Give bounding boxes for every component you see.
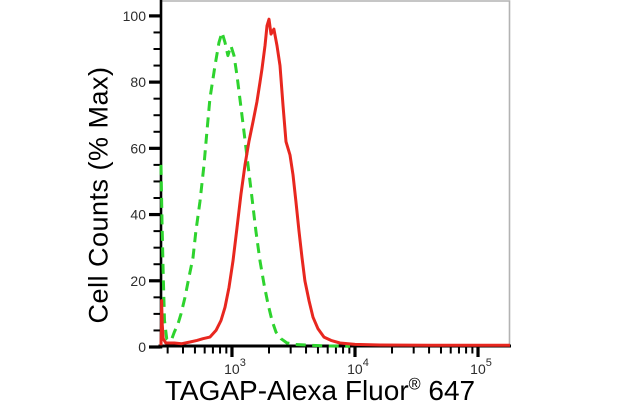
y-axis-title: Cell Counts (% Max): [83, 66, 114, 324]
y-tick-label: 60: [130, 140, 146, 156]
x-axis-title-tail: 647: [420, 375, 476, 406]
x-tick-label: 103: [224, 357, 246, 377]
x-axis-title: TAGAP-Alexa Fluor® 647: [90, 375, 550, 407]
plot-frame: [160, 0, 511, 347]
y-tick-label: 0: [138, 339, 146, 355]
y-tick-label: 80: [130, 74, 146, 90]
green-dashed-histogram-curve: [159, 30, 351, 348]
histogram-curves: [159, 17, 510, 348]
x-tick-label: 104: [347, 357, 369, 377]
y-tick-label: 20: [130, 273, 146, 289]
red-solid-histogram-curve: [159, 17, 510, 347]
x-axis-title-main: TAGAP-Alexa Fluor: [164, 375, 409, 406]
y-tick-label: 100: [123, 8, 147, 24]
registered-trademark-icon: ®: [408, 375, 421, 394]
y-tick-label: 40: [130, 207, 146, 223]
x-tick-label: 105: [470, 357, 492, 377]
